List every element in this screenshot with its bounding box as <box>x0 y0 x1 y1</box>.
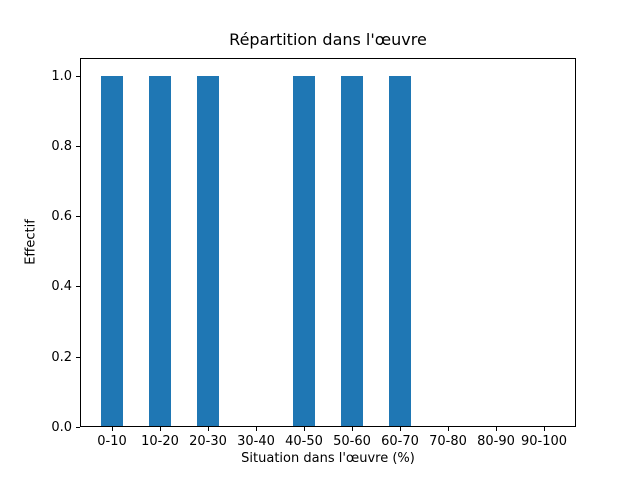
x-tick-label: 50-60 <box>333 434 371 449</box>
x-tick-label: 40-50 <box>285 434 323 449</box>
x-tick-label: 30-40 <box>237 434 275 449</box>
x-tick-label: 80-90 <box>477 434 515 449</box>
x-axis-label: Situation dans l'œuvre (%) <box>241 451 415 466</box>
x-tick-mark <box>112 427 113 431</box>
bar <box>389 75 411 426</box>
bar <box>293 75 315 426</box>
bar <box>101 75 123 426</box>
x-tick-mark <box>256 427 257 431</box>
y-axis-label: Effectif <box>23 219 39 265</box>
y-tick-mark <box>76 216 80 218</box>
x-tick-mark <box>304 427 305 431</box>
y-tick-label: 0.0 <box>51 420 72 435</box>
x-tick-mark <box>160 427 161 431</box>
y-tick-label: 0.6 <box>51 209 72 225</box>
x-tick-label: 70-80 <box>429 434 467 449</box>
bar <box>341 75 363 426</box>
x-tick-mark <box>400 427 401 431</box>
x-tick-mark <box>544 427 545 431</box>
x-tick-label: 90-100 <box>520 434 568 449</box>
y-tick-label: 0.2 <box>51 349 72 365</box>
y-tick-mark <box>76 427 80 428</box>
x-tick-label: 10-20 <box>141 434 179 449</box>
bar <box>149 75 171 426</box>
y-tick-label: 1.0 <box>51 68 72 84</box>
y-tick-label: 0.8 <box>51 138 72 154</box>
x-tick-mark <box>208 427 209 431</box>
y-tick-mark <box>76 356 80 358</box>
y-tick-label: 0.4 <box>51 279 72 295</box>
chart-title: Répartition dans l'œuvre <box>229 30 427 49</box>
y-tick-mark <box>76 145 80 147</box>
x-tick-mark <box>352 427 353 431</box>
bar <box>197 75 219 426</box>
x-tick-label: 20-30 <box>189 434 227 449</box>
y-tick-mark <box>76 286 80 288</box>
y-tick-mark <box>76 75 80 77</box>
x-tick-label: 60-70 <box>381 434 419 449</box>
x-tick-label: 0-10 <box>97 434 127 449</box>
x-tick-mark <box>496 427 497 431</box>
x-tick-mark <box>448 427 449 431</box>
plot-area <box>80 58 576 427</box>
